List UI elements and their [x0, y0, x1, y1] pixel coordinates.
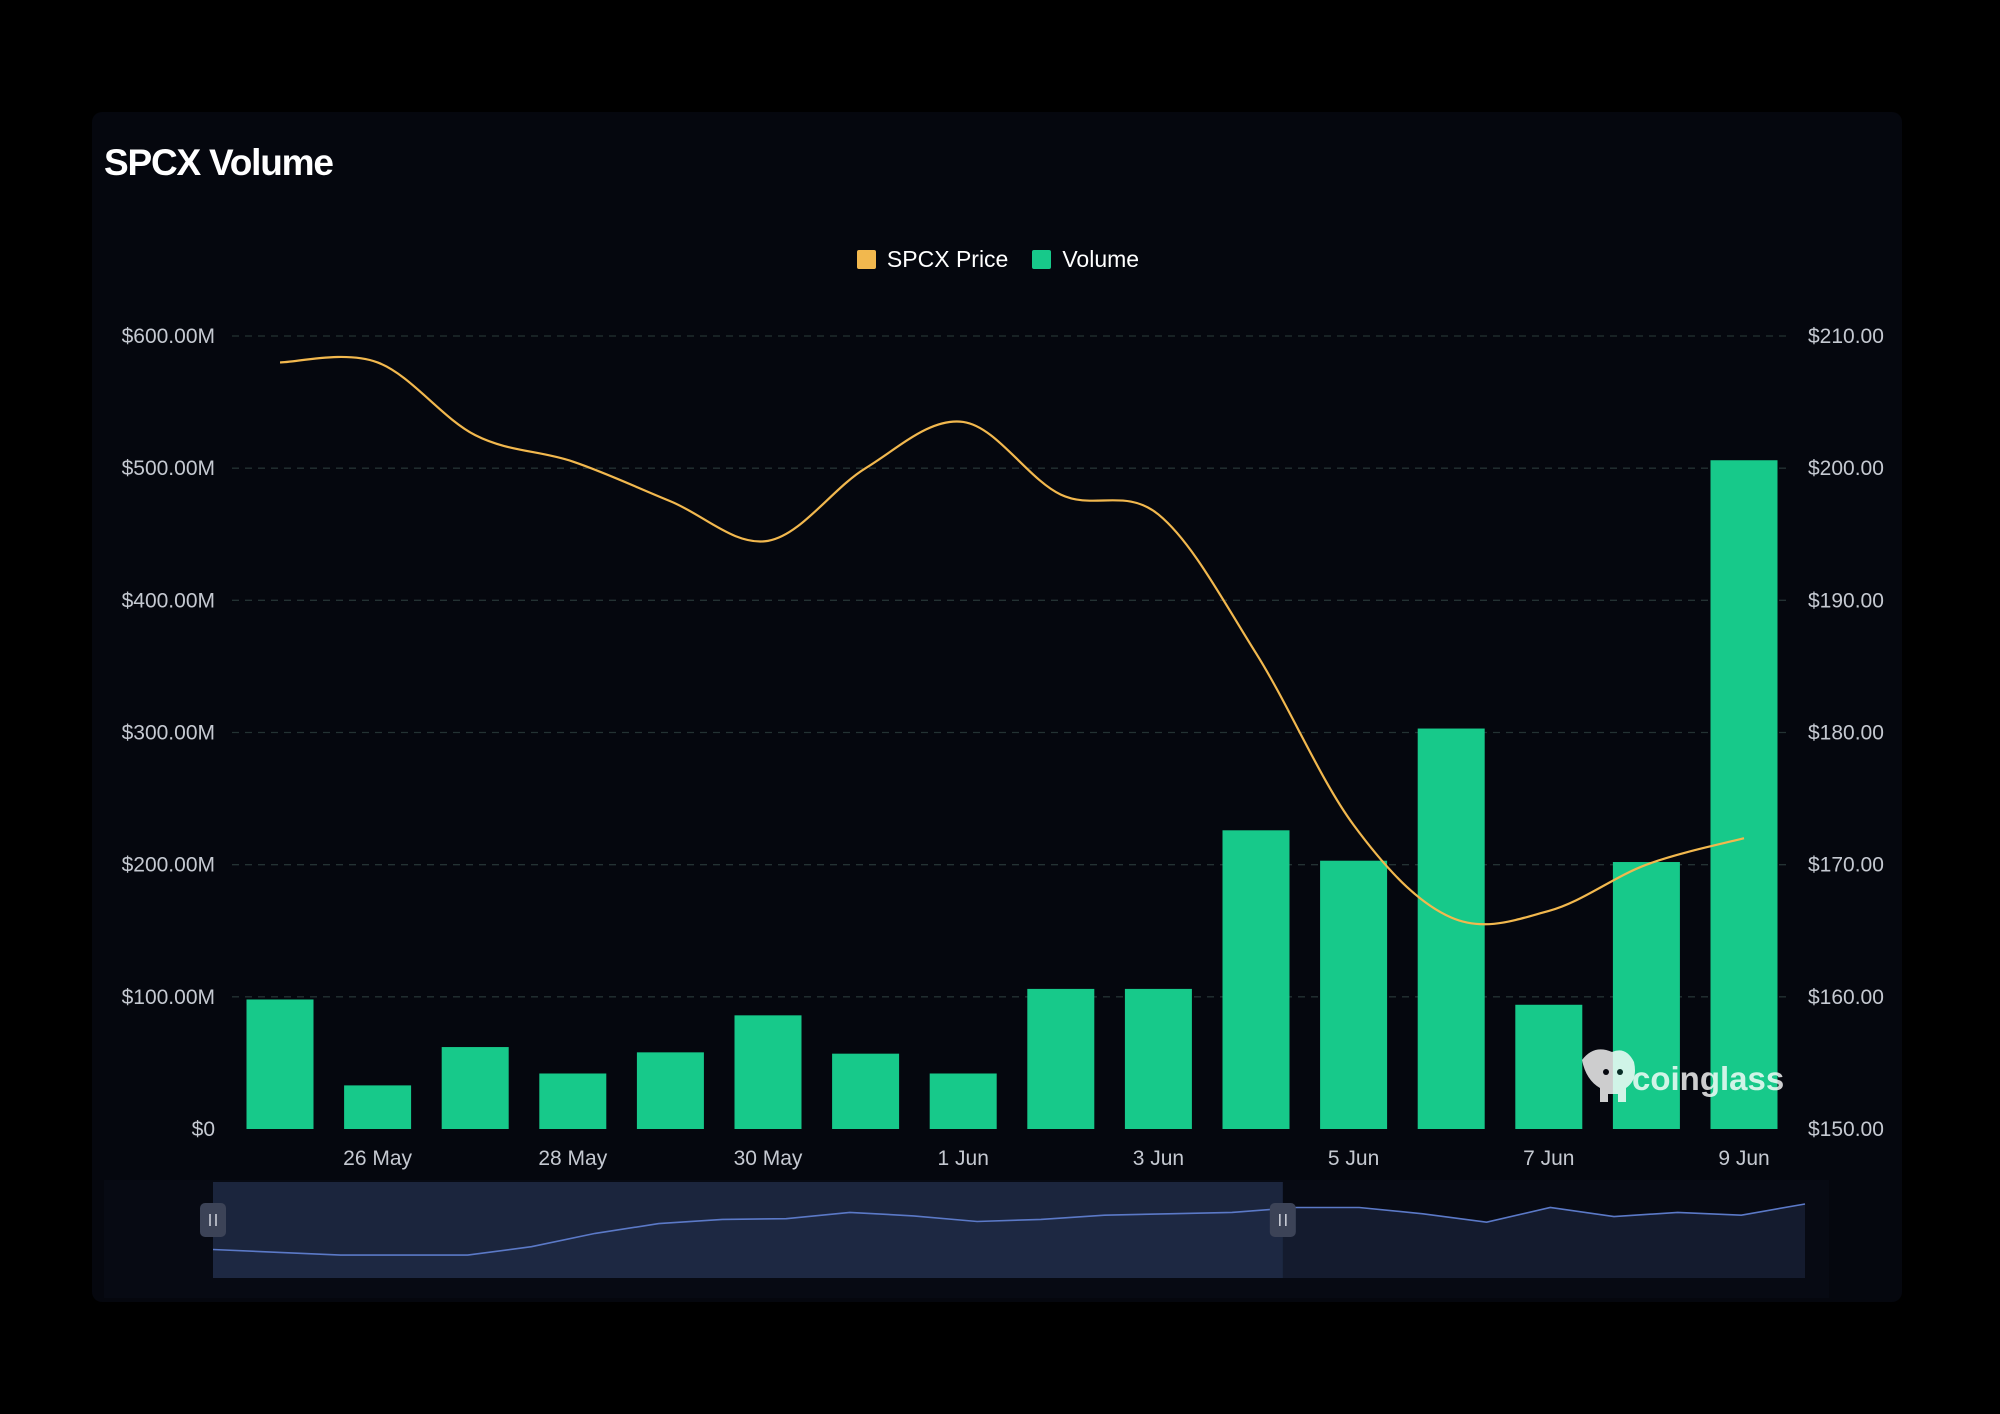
y-right-tick-label: $180.00 [1808, 722, 1884, 745]
volume-bar [441, 1047, 509, 1129]
x-tick-label: 5 Jun [1328, 1147, 1379, 1170]
x-tick-label: 7 Jun [1523, 1147, 1574, 1170]
navigator-scrollbar[interactable] [104, 1180, 1829, 1298]
y-left-tick-label: $500.00M [122, 457, 215, 480]
y-right-tick-label: $150.00 [1808, 1118, 1884, 1141]
y-right-tick-label: $210.00 [1808, 325, 1884, 348]
chart-title: SPCX Volume [104, 142, 334, 183]
navigator-line [212, 1203, 1806, 1256]
watermark-text: coinglass [1632, 1060, 1784, 1097]
legend-swatch-price [856, 249, 876, 269]
price-line-group [279, 355, 1745, 926]
volume-bar [1515, 1004, 1583, 1129]
x-tick-label: 28 May [538, 1147, 607, 1170]
y-left-tick-label: $600.00M [122, 325, 215, 348]
y-right-tick-label: $170.00 [1808, 854, 1884, 877]
handle-grip [1269, 1203, 1296, 1237]
navigator-handle[interactable] [200, 1203, 226, 1237]
volume-bars [246, 460, 1778, 1129]
y-right-tick-label: $200.00 [1808, 457, 1884, 480]
legend-item-volume[interactable]: Volume [1032, 244, 1139, 274]
y-left-tick-label: $400.00M [122, 589, 215, 612]
coinglass-logo-icon [1582, 1049, 1635, 1102]
volume-bar [1222, 830, 1290, 1129]
volume-bar [1320, 860, 1388, 1129]
y-left-tick-label: $100.00M [122, 986, 215, 1009]
y-right-tick-label: $160.00 [1808, 986, 1884, 1009]
y-left-tick-label: $300.00M [122, 722, 215, 745]
volume-bar [344, 1085, 412, 1129]
x-tick-label: 9 Jun [1718, 1147, 1769, 1170]
volume-bar [929, 1073, 997, 1129]
axes: $0 $100.00M $200.00M $300.00M $400.00M $500.0… [122, 325, 1884, 1170]
y-left-tick-label: $200.00M [122, 854, 215, 877]
legend-swatch-volume [1032, 249, 1052, 269]
handle-grip [200, 1203, 226, 1237]
grid-lines [232, 335, 1790, 998]
navigator-selection [213, 1182, 1283, 1278]
navigator-handle[interactable] [1269, 1203, 1296, 1237]
volume-bar [1710, 460, 1778, 1129]
volume-bar [832, 1053, 900, 1129]
x-tick-label: 30 May [734, 1147, 803, 1170]
y-right-tick-label: $190.00 [1808, 589, 1884, 612]
volume-bar [734, 1015, 802, 1129]
legend: SPCX Price Volume [0, 244, 1998, 274]
x-tick-label: 26 May [343, 1147, 412, 1170]
x-tick-label: 1 Jun [938, 1147, 989, 1170]
legend-item-price[interactable]: SPCX Price [856, 244, 1009, 274]
y-left-tick-label: $0 [192, 1118, 215, 1141]
legend-label-volume: Volume [1062, 245, 1140, 272]
volume-bar [246, 999, 314, 1129]
x-tick-label: 3 Jun [1133, 1147, 1184, 1170]
volume-bar [1417, 728, 1485, 1129]
volume-bar [539, 1073, 607, 1129]
volume-bar [1124, 988, 1192, 1129]
volume-bar [636, 1052, 704, 1129]
legend-label-price: SPCX Price [886, 245, 1009, 272]
volume-bar [1027, 988, 1095, 1129]
price-line [279, 355, 1745, 926]
watermark: coinglass [1582, 1049, 1784, 1102]
